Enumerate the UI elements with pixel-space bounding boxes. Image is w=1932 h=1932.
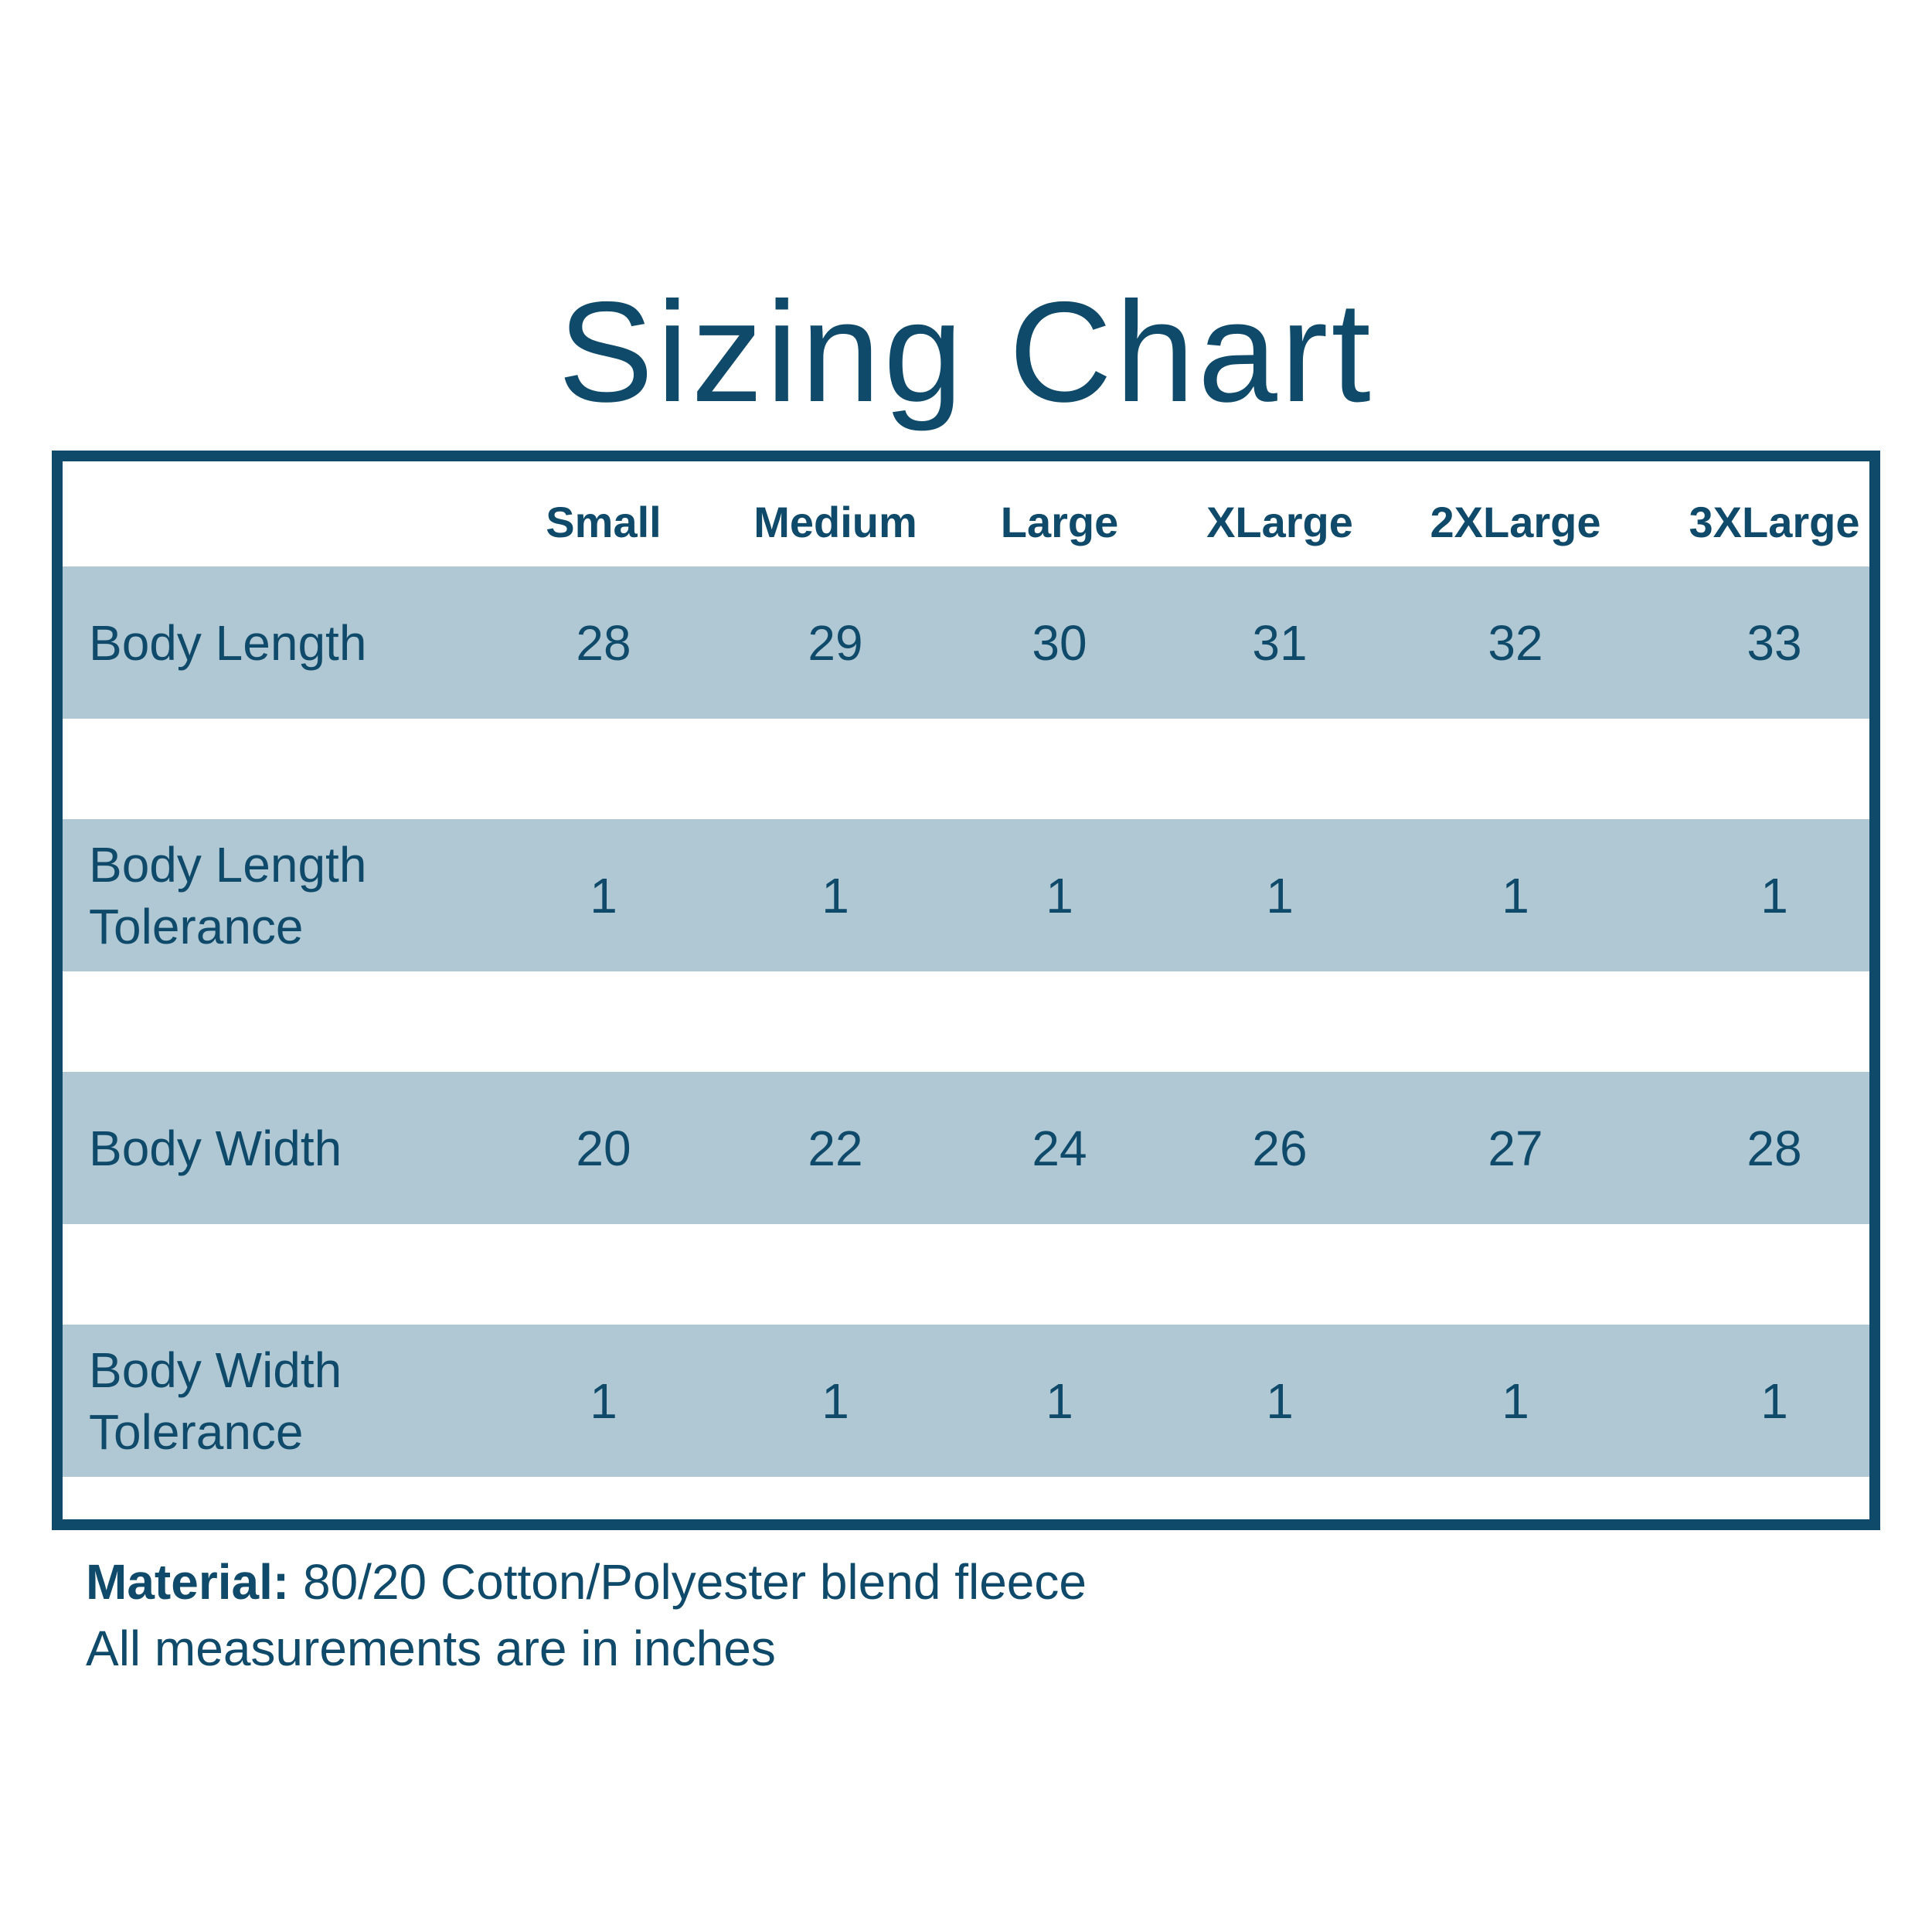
table-cell: 1 [821, 867, 849, 923]
column-header-xlarge: XLarge [1206, 497, 1353, 546]
row-label: Body Width [89, 1120, 342, 1176]
column-header-small: Small [546, 497, 662, 546]
table-row-body-width: Body Width 20 22 24 26 27 28 [63, 1072, 1869, 1224]
column-header [63, 461, 464, 566]
material-label: Material: [86, 1554, 290, 1610]
table-cell: 1 [590, 1372, 617, 1429]
table-cell: 1 [1266, 867, 1294, 923]
table-cell: 24 [1032, 1120, 1087, 1176]
table-cell: 28 [576, 614, 631, 671]
table-cell: 1 [1046, 1372, 1073, 1429]
table-row-body-length: Body Length 28 29 30 31 32 33 [63, 566, 1869, 719]
table-cell: 22 [808, 1120, 863, 1176]
table-cell: 1 [1502, 1372, 1529, 1429]
table-cell: 33 [1747, 614, 1802, 671]
table-cell: 32 [1488, 614, 1543, 671]
column-header-3xlarge: 3XLarge [1689, 497, 1860, 546]
table-cell: 1 [590, 867, 617, 923]
table-cell: 30 [1032, 614, 1087, 671]
column-header-large: Large [1000, 497, 1119, 546]
table-cell: 29 [808, 614, 863, 671]
table-cell: 27 [1488, 1120, 1543, 1176]
material-value: 80/20 Cotton/Polyester blend fleece [289, 1554, 1087, 1610]
table-cell: 1 [1266, 1372, 1294, 1429]
row-label: Body Width Tolerance [89, 1342, 342, 1460]
column-header-2xlarge: 2XLarge [1430, 497, 1601, 546]
table-header-row: Small Medium Large XLarge 2XLarge 3XLarg… [63, 461, 1869, 566]
table-cell: 1 [1502, 867, 1529, 923]
table-cell: 28 [1747, 1120, 1802, 1176]
table-cell: 20 [576, 1120, 631, 1176]
row-label: Body Length Tolerance [89, 836, 367, 954]
table-cell: 1 [1760, 867, 1788, 923]
table-cell: 26 [1252, 1120, 1308, 1176]
table-cell: 1 [821, 1372, 849, 1429]
page-title: Sizing Chart [558, 273, 1374, 432]
table-cell: 31 [1252, 614, 1308, 671]
sizing-table: Small Medium Large XLarge 2XLarge 3XLarg… [52, 451, 1880, 1530]
table-cell: 1 [1046, 867, 1073, 923]
material-note: Material: 80/20 Cotton/Polyester blend f… [86, 1549, 1087, 1615]
table-row-body-width-tolerance: Body Width Tolerance 1 1 1 1 1 1 [63, 1325, 1869, 1477]
table-cell: 1 [1760, 1372, 1788, 1429]
units-note: All measurements are in inches [86, 1621, 776, 1676]
footnotes: Material: 80/20 Cotton/Polyester blend f… [86, 1549, 1087, 1682]
row-label: Body Length [89, 614, 367, 671]
column-header-medium: Medium [753, 497, 917, 546]
table-row-body-length-tolerance: Body Length Tolerance 1 1 1 1 1 1 [63, 819, 1869, 971]
